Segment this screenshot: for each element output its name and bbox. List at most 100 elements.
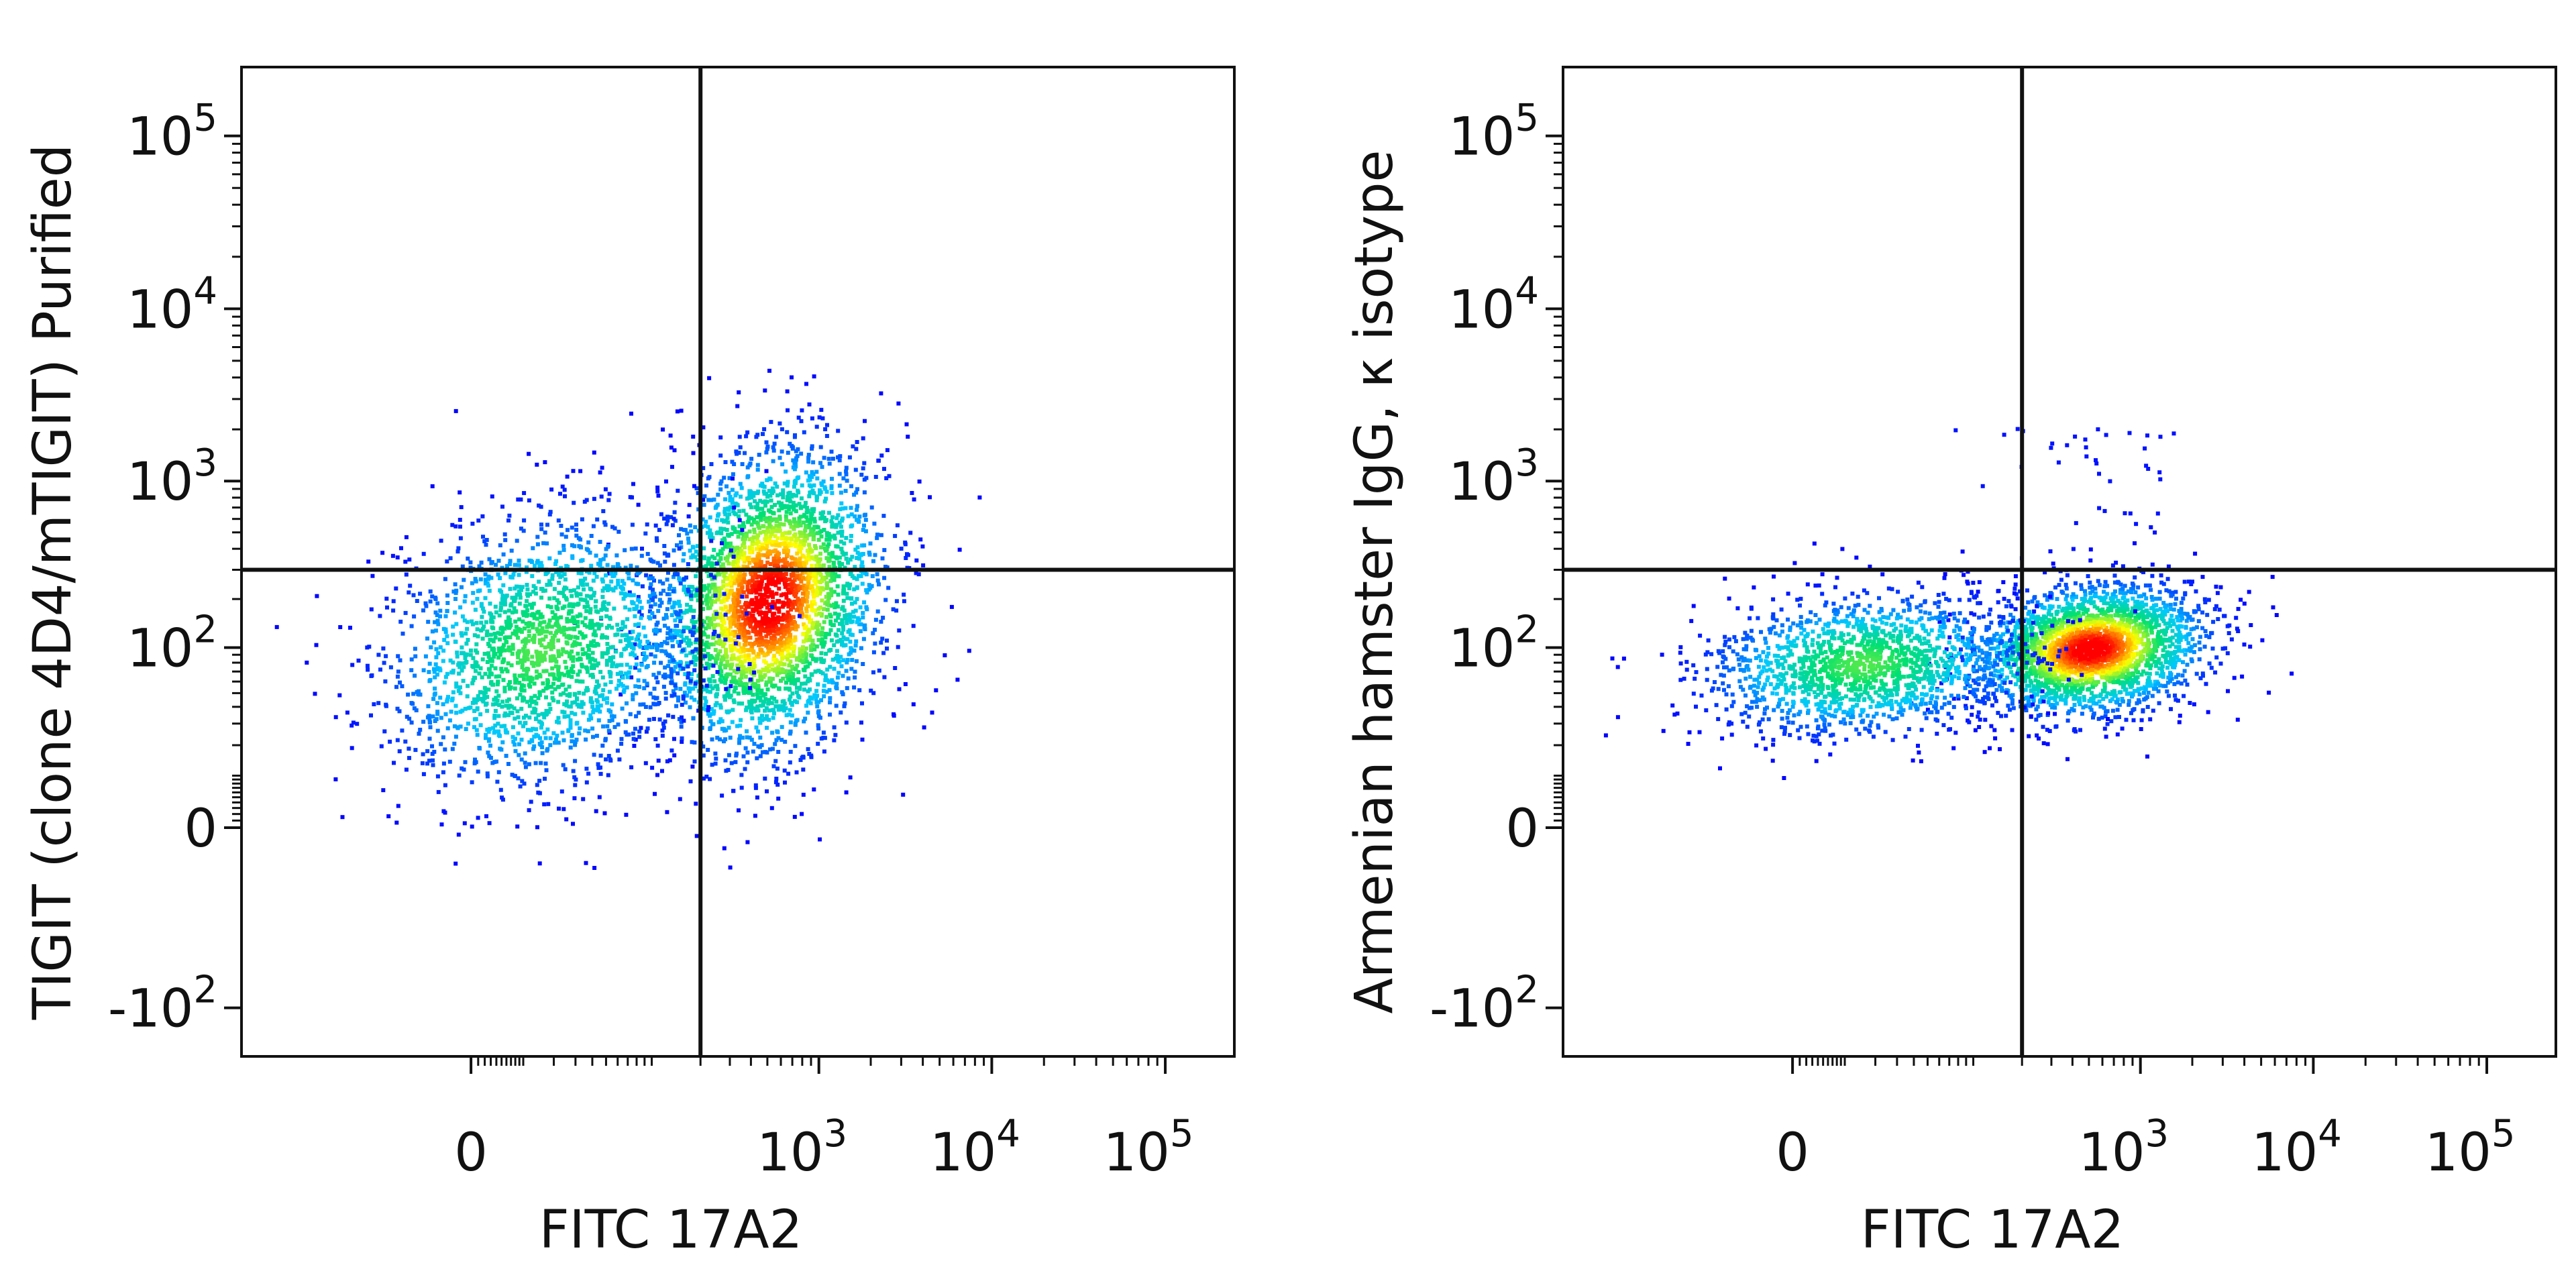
event-dot (786, 649, 790, 653)
event-dot (536, 713, 541, 718)
event-dot (350, 746, 354, 751)
event-dot (608, 645, 613, 650)
event-dot (704, 519, 708, 524)
event-dot (757, 745, 762, 749)
event-dot (848, 582, 853, 587)
event-dot (785, 498, 790, 502)
event-dot (545, 749, 549, 753)
event-dot (847, 586, 852, 591)
event-dot (767, 718, 771, 722)
event-dot (719, 606, 723, 611)
event-dot (844, 469, 849, 474)
event-dot (600, 635, 604, 640)
event-dot (689, 594, 694, 598)
event-dot (799, 419, 804, 423)
event-dot (677, 533, 681, 537)
event-dot (539, 659, 544, 663)
event-dot (418, 592, 423, 596)
event-dot (580, 582, 584, 586)
event-dot (790, 702, 794, 707)
event-dot (702, 642, 707, 647)
event-dot (560, 606, 565, 610)
event-dot (665, 759, 669, 764)
event-dot (833, 555, 838, 559)
event-dot (849, 534, 853, 538)
event-dot (435, 618, 440, 623)
event-dot (791, 542, 796, 547)
event-dot (737, 669, 742, 673)
event-dot (730, 497, 735, 502)
event-dot (588, 622, 592, 626)
event-dot (678, 581, 683, 586)
event-dot (545, 604, 550, 608)
event-dot (731, 559, 736, 564)
event-dot (641, 625, 646, 630)
event-dot (794, 456, 798, 461)
event-dot (749, 702, 754, 707)
event-dot (763, 388, 767, 393)
event-dot (661, 616, 666, 621)
event-dot (457, 671, 462, 676)
event-dot (496, 714, 501, 718)
event-dot (451, 632, 455, 637)
event-dot (641, 702, 646, 707)
event-dot (757, 554, 761, 559)
event-dot (484, 736, 488, 740)
event-dot (765, 789, 769, 793)
event-dot (841, 584, 846, 589)
event-dot (633, 684, 638, 689)
event-dot (388, 739, 392, 744)
event-dot (531, 639, 536, 643)
event-dot (708, 690, 712, 694)
event-dot (805, 509, 810, 513)
event-dot (725, 516, 730, 520)
event-dot (849, 539, 853, 543)
event-dot (712, 547, 716, 552)
event-dot (517, 589, 521, 594)
event-dot (719, 479, 724, 484)
event-dot (498, 632, 502, 637)
event-dot (490, 659, 494, 663)
event-dot (604, 663, 609, 667)
event-dot (761, 524, 766, 529)
event-dot (764, 541, 769, 545)
event-dot (676, 661, 680, 666)
event-dot (600, 588, 605, 593)
event-dot (664, 522, 669, 527)
event-dot (828, 665, 833, 669)
event-dot (755, 756, 759, 761)
event-dot (710, 554, 715, 559)
event-dot (802, 639, 806, 644)
event-dot (813, 575, 818, 580)
event-dot (820, 465, 824, 470)
event-dot (550, 696, 555, 700)
event-dot (657, 579, 662, 584)
event-dot (816, 525, 820, 530)
event-dot (623, 592, 627, 596)
event-dot (834, 601, 839, 606)
event-dot (614, 686, 619, 691)
event-dot (414, 708, 419, 712)
event-dot (818, 580, 822, 585)
event-dot (843, 506, 848, 510)
event-dot (743, 746, 748, 751)
event-dot (745, 565, 750, 569)
event-dot (732, 675, 737, 679)
event-dot (765, 494, 769, 499)
event-dot (663, 640, 667, 645)
event-dot (575, 635, 580, 640)
event-dot (829, 484, 834, 488)
event-dot (456, 546, 461, 551)
event-dot (891, 607, 896, 612)
event-dot (843, 551, 848, 556)
event-dot (783, 646, 788, 651)
event-dot (724, 694, 729, 698)
event-dot (771, 657, 776, 662)
event-dot (904, 556, 908, 560)
event-dot (600, 577, 604, 582)
event-dot (708, 726, 712, 730)
event-dot (743, 642, 748, 647)
event-dot (500, 594, 505, 598)
event-dot (682, 718, 686, 723)
